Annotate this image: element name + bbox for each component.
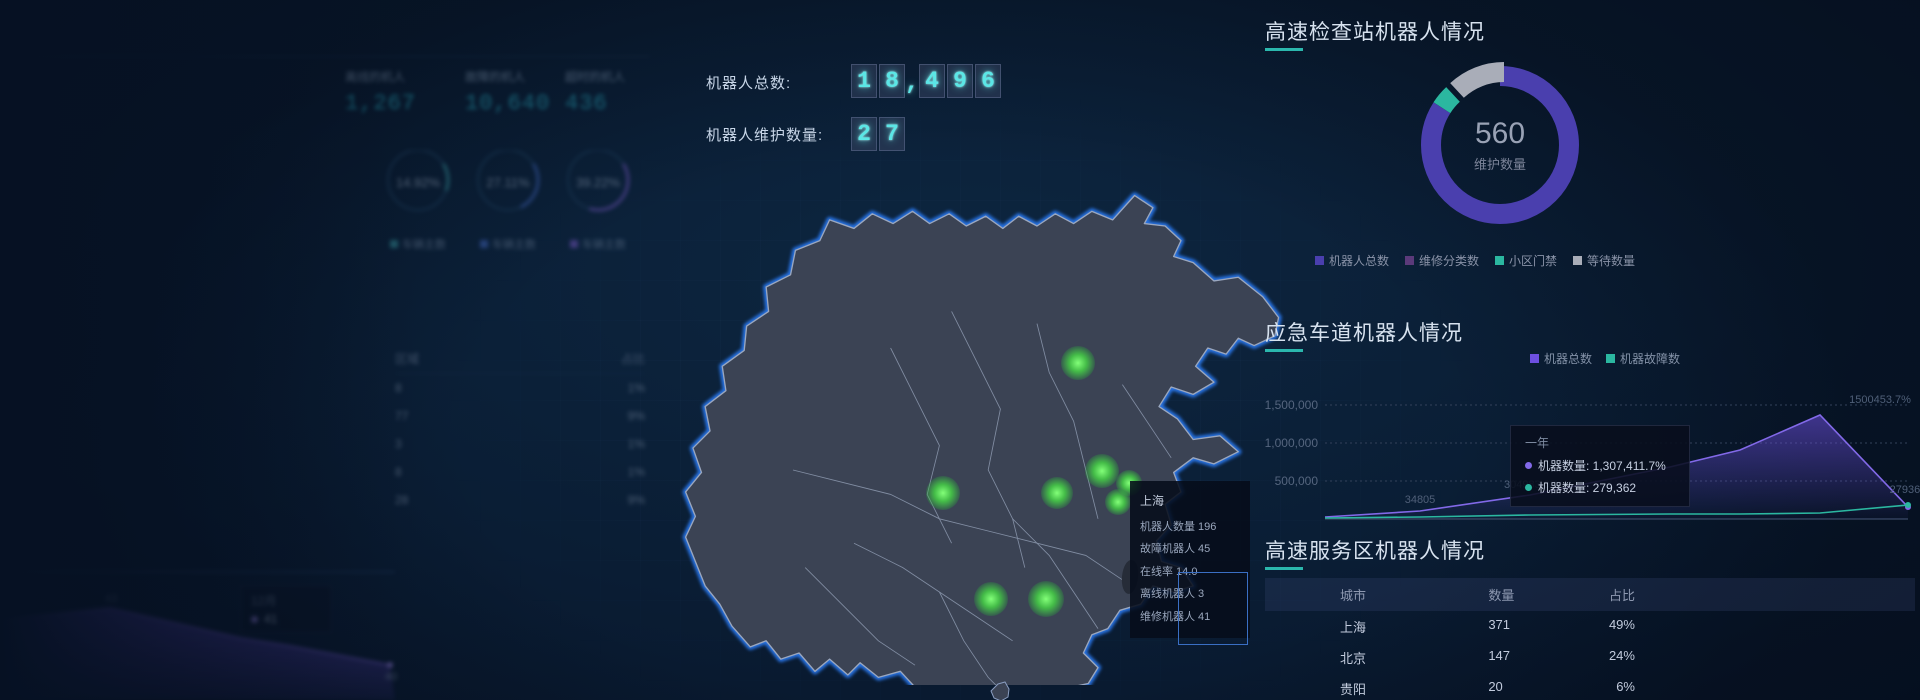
svg-text:1,000,000: 1,000,000 [1265,436,1319,450]
svg-text:1500453.7%: 1500453.7% [1849,394,1911,406]
svg-text:40: 40 [385,671,397,683]
svg-text:500,000: 500,000 [1275,474,1319,488]
svg-text:34805: 34805 [1405,494,1436,506]
svg-text:维护数量: 维护数量 [1474,157,1526,172]
svg-text:560: 560 [1475,117,1525,150]
svg-text:279362: 279362 [1890,484,1920,496]
svg-text:43: 43 [105,593,117,605]
svg-text:1,500,000: 1,500,000 [1265,398,1319,412]
